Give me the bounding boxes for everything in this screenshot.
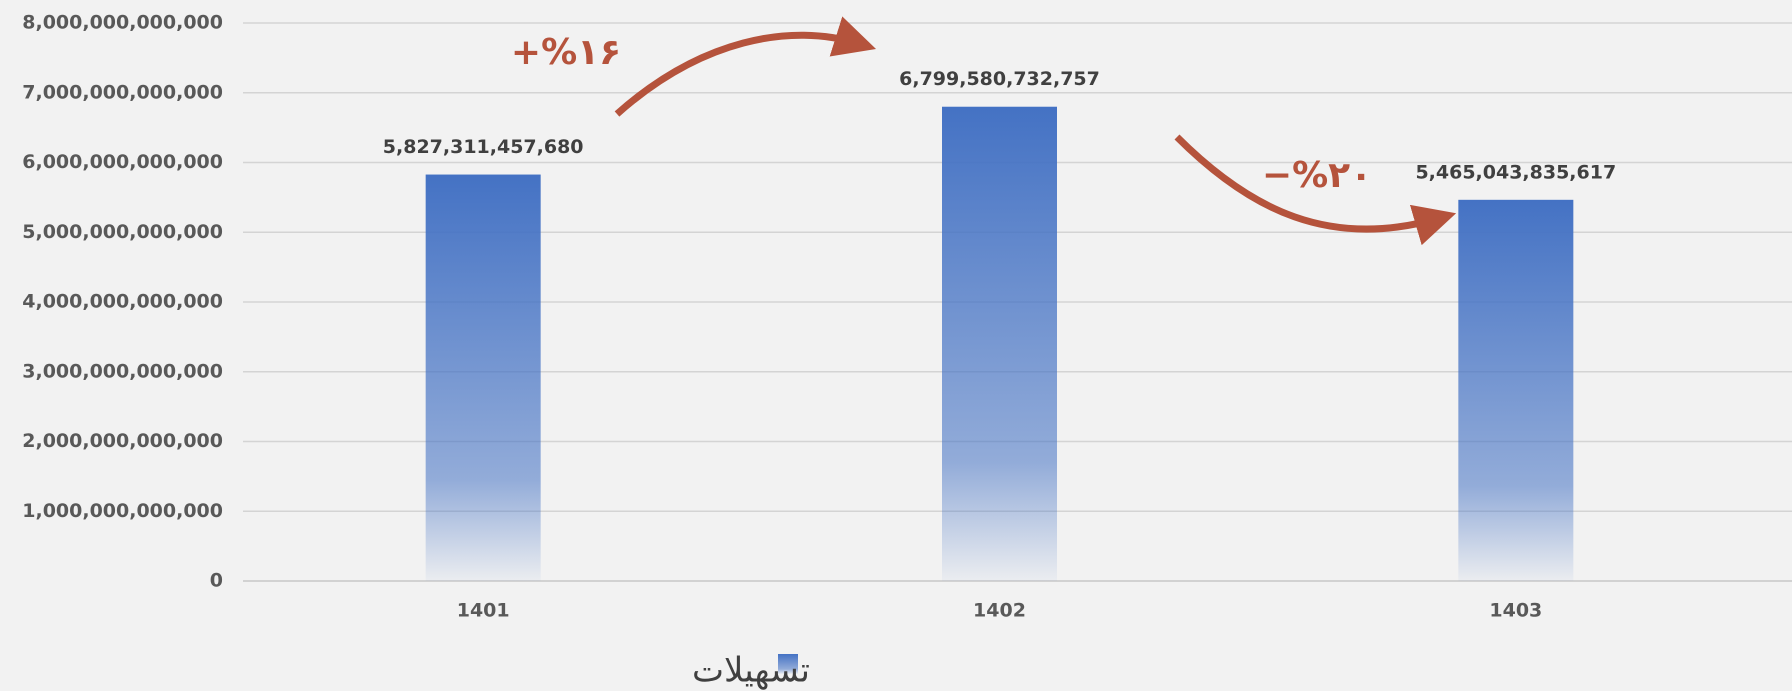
data-label: 5,465,043,835,617 <box>1415 161 1616 183</box>
legend-label: تسهیلات <box>692 651 810 691</box>
data-label: 5,827,311,457,680 <box>383 136 584 158</box>
y-tick-label: 5,000,000,000,000 <box>22 221 223 243</box>
y-tick-label: 6,000,000,000,000 <box>22 151 223 173</box>
y-tick-label: 4,000,000,000,000 <box>22 291 223 313</box>
annotation: +%۱۶ <box>511 32 621 73</box>
legend-swatch <box>778 654 798 674</box>
bar <box>425 174 541 581</box>
x-tick-label: 1401 <box>457 600 510 622</box>
y-tick-label: 1,000,000,000,000 <box>22 500 223 522</box>
y-tick-label: 7,000,000,000,000 <box>22 81 223 103</box>
data-label: 6,799,580,732,757 <box>899 68 1100 90</box>
arrow <box>1174 134 1457 246</box>
bar <box>1458 199 1574 582</box>
y-tick-label: 3,000,000,000,000 <box>22 360 223 382</box>
y-tick-label: 2,000,000,000,000 <box>22 430 223 452</box>
y-tick-label: 8,000,000,000,000 <box>22 12 223 34</box>
y-tick-label: 0 <box>210 570 223 592</box>
annotation: −%۲۰ <box>1262 155 1372 196</box>
arrow <box>614 16 877 117</box>
bar <box>942 106 1057 581</box>
x-tick-label: 1403 <box>1489 600 1542 622</box>
x-tick-label: 1402 <box>973 600 1026 622</box>
